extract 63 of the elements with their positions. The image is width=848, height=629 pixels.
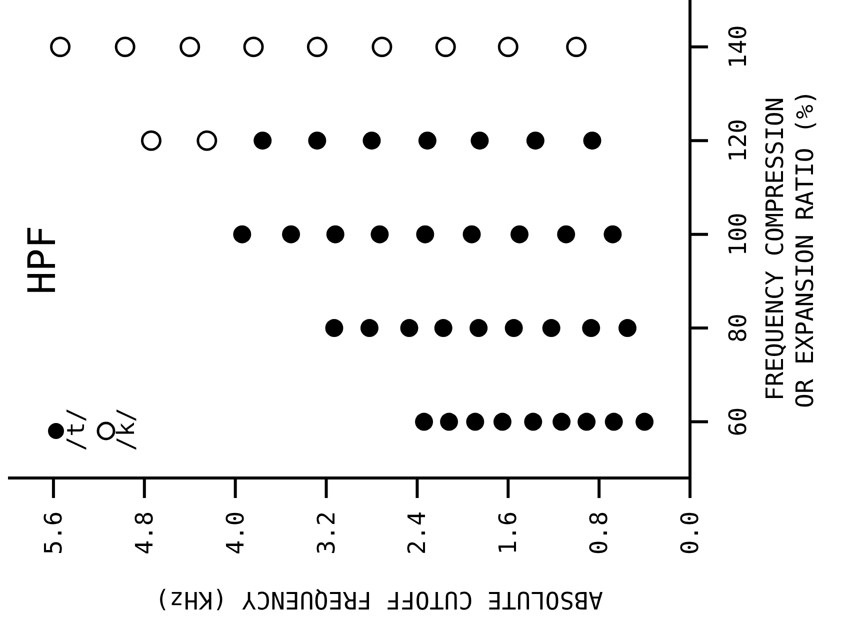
point [636,412,654,431]
point [416,225,434,244]
point [50,36,71,58]
point [233,225,252,244]
point [578,412,596,431]
point [415,412,434,431]
y-tick-label: 100 [724,212,752,256]
point [308,132,326,150]
point [440,412,458,431]
x-axis-title: ABSOLUTE CUTOFF FREQUENCY (KHz) [155,586,603,614]
point [510,225,528,244]
y-axis-title: FREQUENCY COMPRESSION OR EXPANSION RATIO (%) [761,90,819,408]
point [372,36,392,58]
point [470,319,488,338]
point [526,132,544,150]
x-tick-label: 4.8 [130,511,158,555]
point [470,132,489,150]
x-tick-label: 1.6 [494,511,522,555]
point [583,132,602,150]
point [604,412,623,431]
point [243,36,264,58]
point [604,225,622,244]
point [434,319,452,338]
point [557,225,576,244]
point [362,132,381,150]
point [180,36,200,58]
point [435,36,456,58]
point [524,412,542,431]
point [254,132,272,150]
point [542,319,560,338]
point [566,36,587,58]
point [618,319,636,338]
x-tick-label: 0.0 [676,511,704,555]
x-tick-label: 0.8 [585,511,614,555]
point [140,130,162,151]
point [325,319,344,338]
y-tick-label: 60 [724,407,752,436]
point [418,132,436,150]
point [326,225,344,244]
x-tick-label: 2.4 [403,511,432,555]
point [462,225,481,244]
point [582,319,600,338]
point [196,130,218,151]
y-tick-label: 120 [724,118,752,162]
point [504,319,523,338]
point [114,36,136,58]
y-tick-label: 140 [724,25,752,69]
point [466,412,484,431]
point [400,319,418,338]
point [552,412,571,431]
x-tick-label: 4.0 [221,511,250,555]
x-tick-label: 3.2 [312,511,340,555]
legend-label: /t/ [62,408,90,451]
text: HPF [20,226,64,294]
point [282,225,300,244]
point [498,36,518,58]
point [306,36,328,58]
legend-label: /k/ [112,408,140,451]
y-tick-label: 80 [724,314,752,342]
x-tick-label: 5.6 [39,511,68,555]
point [360,319,378,338]
point [370,225,389,244]
point [493,412,512,431]
